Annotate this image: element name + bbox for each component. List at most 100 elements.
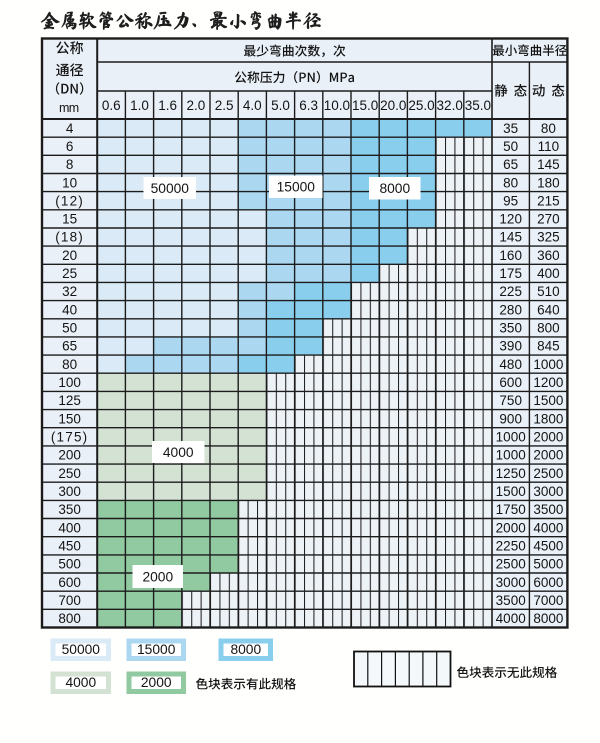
- svg-text:8000: 8000: [533, 611, 563, 626]
- svg-text:2000: 2000: [142, 569, 173, 584]
- svg-text:2500: 2500: [496, 557, 526, 572]
- svg-text:10: 10: [62, 175, 77, 190]
- svg-text:10.0: 10.0: [324, 98, 350, 113]
- svg-text:50: 50: [503, 139, 518, 154]
- svg-text:50000: 50000: [151, 181, 190, 196]
- svg-text:8000: 8000: [230, 642, 261, 657]
- svg-text:50: 50: [62, 321, 77, 336]
- svg-text:145: 145: [537, 157, 560, 172]
- svg-text:7000: 7000: [533, 593, 563, 608]
- svg-text:280: 280: [499, 302, 522, 317]
- svg-text:700: 700: [58, 593, 81, 608]
- svg-text:390: 390: [499, 339, 522, 354]
- svg-text:35.0: 35.0: [465, 98, 491, 113]
- svg-text:2.5: 2.5: [215, 98, 234, 113]
- svg-text:600: 600: [499, 375, 522, 390]
- svg-text:2.0: 2.0: [187, 98, 206, 113]
- svg-text:20.0: 20.0: [380, 98, 406, 113]
- svg-text:845: 845: [537, 339, 560, 354]
- svg-text:6000: 6000: [533, 575, 563, 590]
- svg-text:2000: 2000: [141, 675, 172, 690]
- svg-text:1000: 1000: [496, 448, 526, 463]
- svg-text:800: 800: [58, 611, 81, 626]
- svg-text:4000: 4000: [65, 675, 96, 690]
- svg-text:(12): (12): [55, 193, 84, 208]
- svg-text:32: 32: [62, 284, 77, 299]
- svg-text:100: 100: [58, 375, 81, 390]
- svg-text:15000: 15000: [137, 642, 176, 657]
- svg-text:150: 150: [58, 411, 81, 426]
- svg-text:1250: 1250: [496, 466, 526, 481]
- svg-text:350: 350: [58, 502, 81, 517]
- svg-text:1500: 1500: [496, 484, 526, 499]
- svg-text:270: 270: [537, 212, 560, 227]
- svg-text:8: 8: [66, 157, 74, 172]
- svg-text:80: 80: [503, 175, 518, 190]
- svg-text:(175): (175): [51, 430, 89, 445]
- svg-text:175: 175: [499, 266, 522, 281]
- svg-text:65: 65: [62, 339, 77, 354]
- svg-text:4.0: 4.0: [243, 98, 262, 113]
- svg-text:25: 25: [62, 266, 77, 281]
- svg-text:325: 325: [537, 230, 560, 245]
- svg-text:80: 80: [62, 357, 77, 372]
- svg-text:400: 400: [58, 520, 81, 535]
- svg-text:1500: 1500: [533, 393, 563, 408]
- svg-text:6: 6: [66, 139, 74, 154]
- svg-text:500: 500: [58, 557, 81, 572]
- svg-text:145: 145: [499, 230, 522, 245]
- svg-text:3000: 3000: [496, 575, 526, 590]
- svg-text:4500: 4500: [533, 539, 563, 554]
- svg-text:180: 180: [537, 175, 560, 190]
- svg-text:360: 360: [537, 248, 560, 263]
- svg-text:900: 900: [499, 411, 522, 426]
- svg-text:4: 4: [66, 121, 74, 136]
- svg-text:750: 750: [499, 393, 522, 408]
- svg-text:15: 15: [62, 212, 77, 227]
- svg-text:640: 640: [537, 302, 560, 317]
- svg-text:125: 125: [58, 393, 81, 408]
- svg-text:1800: 1800: [533, 411, 563, 426]
- svg-text:1000: 1000: [533, 357, 563, 372]
- svg-text:1200: 1200: [533, 375, 563, 390]
- svg-text:5.0: 5.0: [271, 98, 290, 113]
- svg-text:200: 200: [58, 448, 81, 463]
- svg-text:1.0: 1.0: [130, 98, 149, 113]
- svg-text:40: 40: [62, 302, 77, 317]
- svg-text:2000: 2000: [496, 520, 526, 535]
- svg-text:4000: 4000: [163, 445, 194, 460]
- svg-text:4000: 4000: [496, 611, 526, 626]
- svg-text:800: 800: [537, 321, 560, 336]
- svg-text:3500: 3500: [496, 593, 526, 608]
- svg-text:1750: 1750: [496, 502, 526, 517]
- svg-text:350: 350: [499, 321, 522, 336]
- svg-text:250: 250: [58, 466, 81, 481]
- svg-text:(18): (18): [55, 230, 84, 245]
- svg-text:8000: 8000: [379, 181, 410, 196]
- svg-text:2250: 2250: [496, 539, 526, 554]
- svg-text:32.0: 32.0: [437, 98, 463, 113]
- svg-text:2000: 2000: [533, 448, 563, 463]
- svg-text:20: 20: [62, 248, 77, 263]
- svg-text:15.0: 15.0: [352, 98, 378, 113]
- svg-text:450: 450: [58, 539, 81, 554]
- svg-text:160: 160: [499, 248, 522, 263]
- svg-text:95: 95: [503, 193, 518, 208]
- svg-text:15000: 15000: [277, 180, 316, 195]
- svg-text:50000: 50000: [62, 642, 101, 657]
- svg-text:300: 300: [58, 484, 81, 499]
- svg-text:3000: 3000: [533, 484, 563, 499]
- svg-text:1000: 1000: [496, 430, 526, 445]
- svg-text:110: 110: [538, 139, 560, 154]
- svg-text:6.3: 6.3: [299, 98, 318, 113]
- svg-text:3500: 3500: [533, 502, 563, 517]
- svg-text:2500: 2500: [533, 466, 563, 481]
- svg-text:510: 510: [537, 284, 560, 299]
- svg-text:600: 600: [58, 575, 81, 590]
- svg-text:4000: 4000: [533, 520, 563, 535]
- svg-text:120: 120: [499, 212, 522, 227]
- svg-text:65: 65: [503, 157, 518, 172]
- svg-text:1.6: 1.6: [158, 98, 177, 113]
- svg-text:5000: 5000: [533, 557, 563, 572]
- svg-text:35: 35: [503, 121, 518, 136]
